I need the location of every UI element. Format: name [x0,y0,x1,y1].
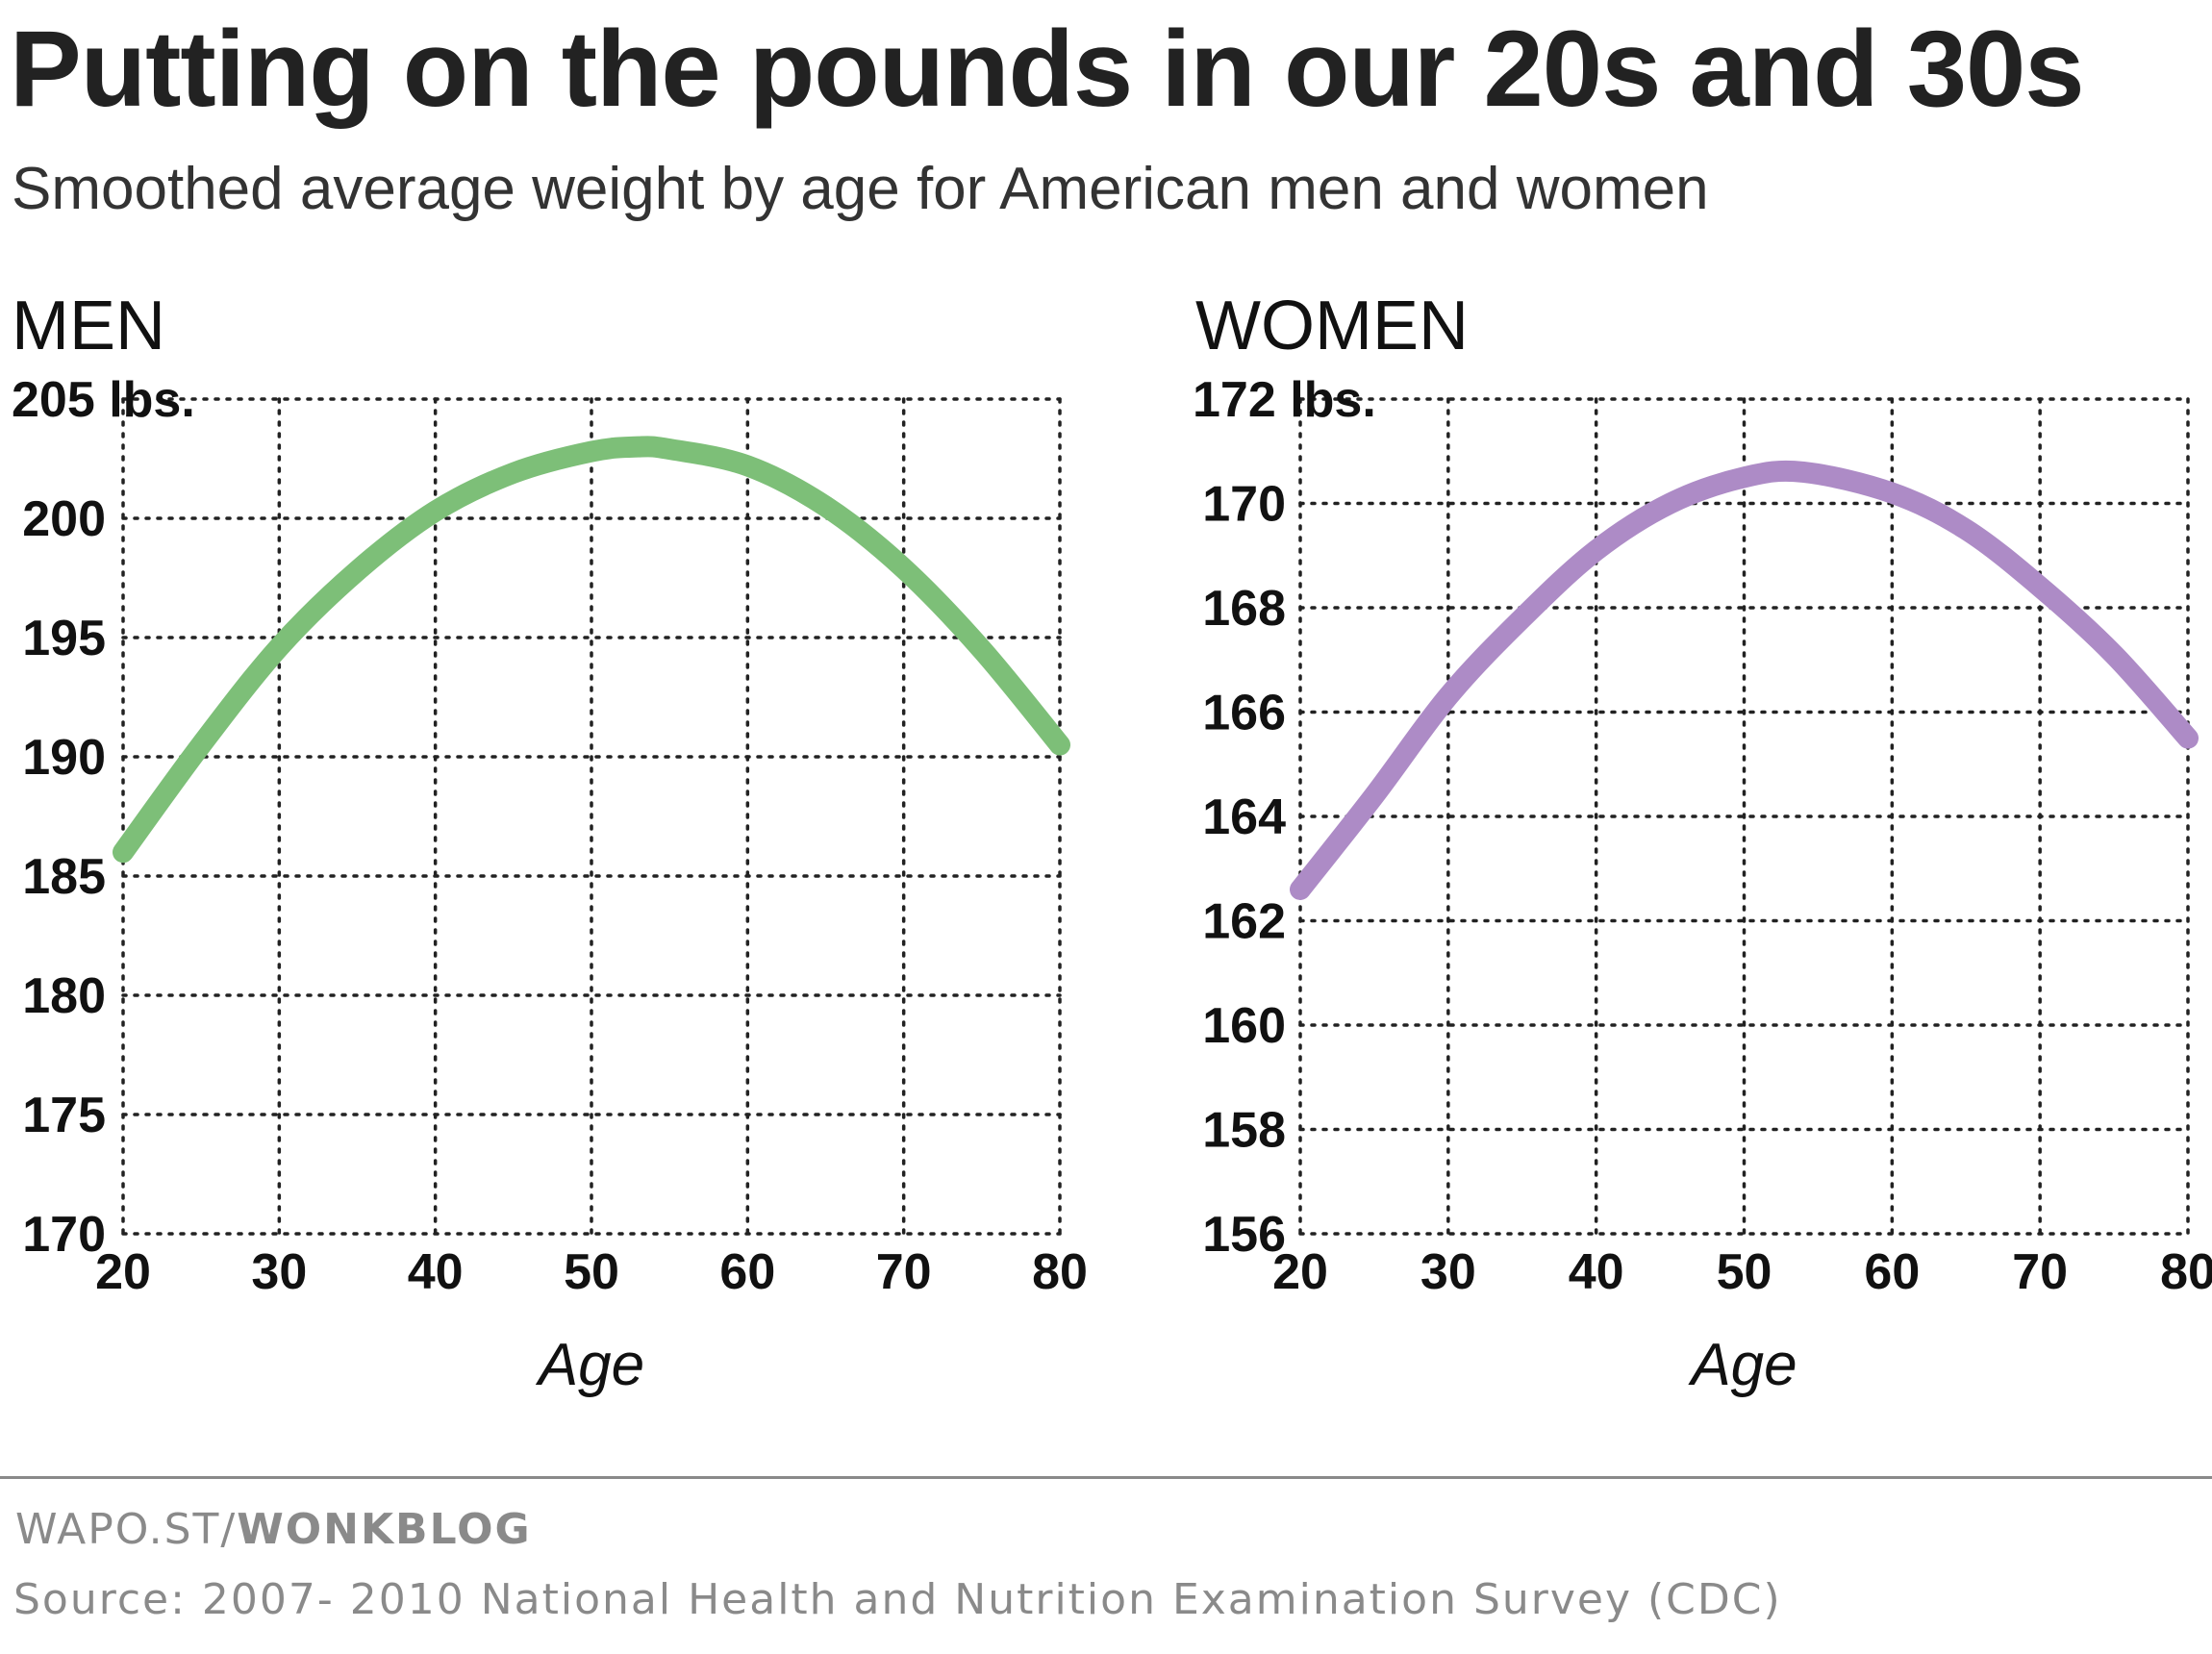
women-y-tick-label: 172 lbs. [1193,372,1376,428]
women-y-tick-label: 162 [1202,894,1286,950]
men-y-tick-label: 195 [22,611,106,666]
men-x-tick-label: 80 [1032,1244,1088,1300]
chart-subtitle: Smoothed average weight by age for Ameri… [12,156,1709,222]
women-y-tick-label: 156 [1202,1207,1286,1263]
women-y-tick-label: 168 [1202,581,1286,637]
women-x-tick-label: 30 [1420,1244,1476,1300]
men-weight-chart: MEN 170 175 180 185 190 195 200 205 lbs. 20 30 40 50… [12,288,1088,1398]
women-y-tick-label: 158 [1202,1103,1286,1159]
men-x-tick-label: 70 [876,1244,932,1300]
women-x-tick-label: 70 [2012,1244,2068,1300]
men-y-tick-label: 170 [22,1207,106,1263]
men-y-tick-label: 180 [22,968,106,1024]
men-x-axis-label: Age [535,1332,644,1398]
women-x-axis-label: Age [1687,1332,1797,1398]
women-y-tick-label: 164 [1202,789,1286,845]
women-panel-title: WOMEN [1195,288,1469,364]
women-x-tick-label: 80 [2160,1244,2212,1300]
men-weight-line [113,436,1070,864]
women-x-tick-label: 50 [1717,1244,1772,1300]
credit-prefix: WAPO.ST/ [15,1505,238,1554]
men-x-tick-label: 60 [719,1244,775,1300]
women-weight-chart: WOMEN 156 158 160 162 164 166 168 170 172 lbs. 20 3… [1193,288,2212,1398]
footer-divider [0,1476,2212,1479]
women-y-tick-label: 170 [1202,477,1286,533]
women-x-tick-label: 60 [1864,1244,1920,1300]
source-note: Source: 2007- 2010 National Health and N… [13,1575,1782,1624]
men-x-tick-label: 30 [251,1244,307,1300]
men-y-tick-label: 200 [22,491,106,547]
women-x-tick-label: 40 [1569,1244,1624,1300]
men-x-tick-label: 20 [95,1244,151,1300]
men-y-tick-label: 175 [22,1088,106,1143]
credit-brand: WONKBLOG [237,1505,532,1554]
men-y-tick-label: 205 lbs. [12,372,195,428]
chart-title: Putting on the pounds in our 20s and 30s [10,9,2085,129]
women-y-tick-label: 166 [1202,686,1286,741]
men-x-tick-label: 40 [408,1244,464,1300]
men-y-tick-label: 185 [22,849,106,905]
men-y-tick-label: 190 [22,730,106,786]
men-x-tick-label: 50 [564,1244,619,1300]
men-panel-title: MEN [12,288,165,364]
women-x-tick-label: 20 [1272,1244,1328,1300]
credit-line: WAPO.ST/WONKBLOG [15,1505,532,1556]
women-y-tick-label: 160 [1202,998,1286,1054]
women-weight-line [1290,460,2199,900]
